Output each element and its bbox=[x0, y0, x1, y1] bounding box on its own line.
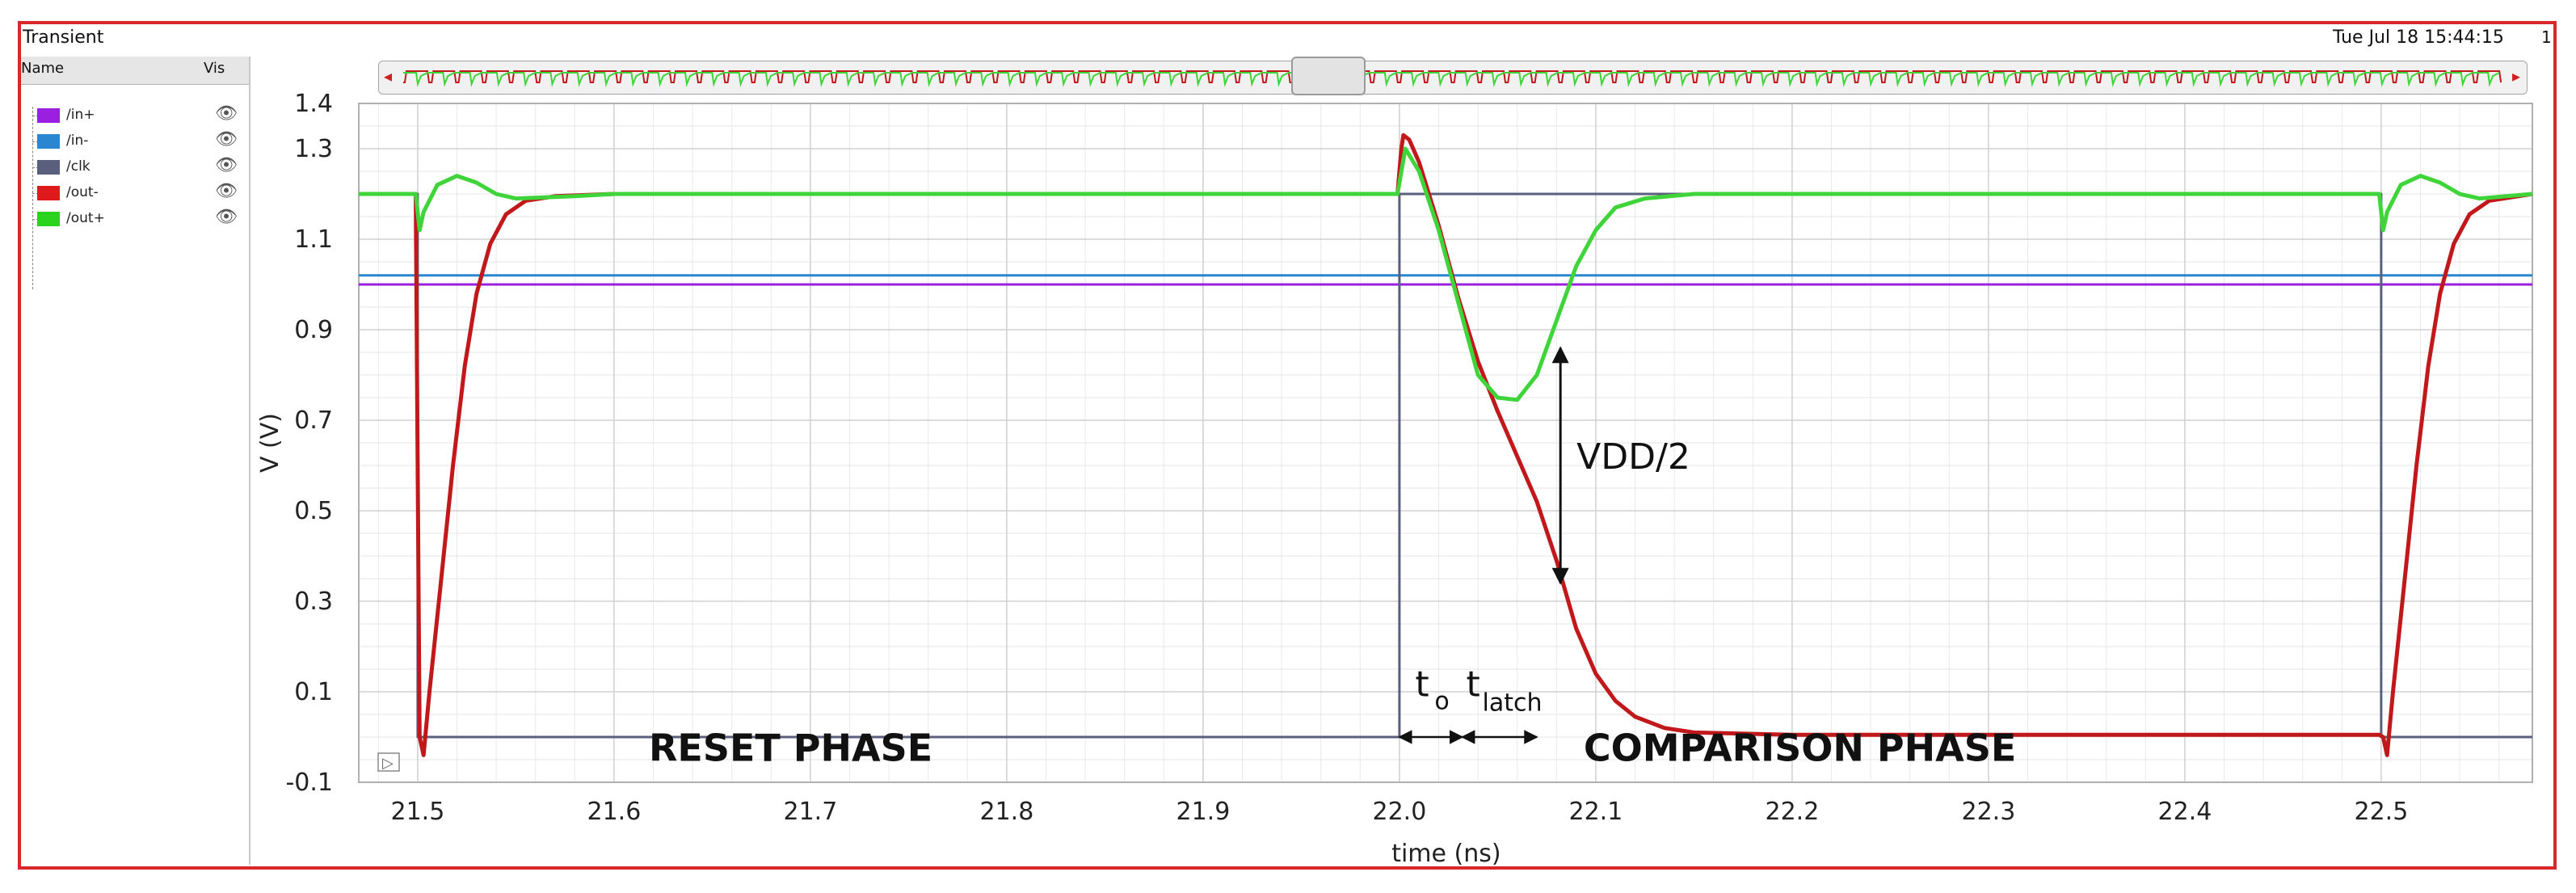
x-axis-label: time (ns) bbox=[1391, 840, 1501, 868]
y-tick-label: 0.3 bbox=[294, 588, 333, 616]
visibility-eye-icon[interactable]: 👁 bbox=[215, 129, 238, 150]
x-tick-label: 22.2 bbox=[1765, 798, 1819, 826]
y-tick-label: 1.4 bbox=[294, 90, 333, 118]
visibility-eye-icon[interactable]: 👁 bbox=[215, 103, 238, 124]
legend-item-label: /in+ bbox=[66, 107, 95, 123]
waveform-window-frame bbox=[18, 21, 2557, 870]
legend-header: Name Vis bbox=[21, 57, 249, 85]
y-tick-label: 0.5 bbox=[294, 497, 333, 525]
play-button[interactable] bbox=[377, 752, 400, 772]
plot-grid bbox=[359, 103, 2532, 783]
window-number: 1 bbox=[2541, 27, 2552, 47]
x-tick-label: 22.3 bbox=[1961, 798, 2015, 826]
y-tick-label: 0.1 bbox=[294, 678, 333, 706]
y-tick-label: 1.1 bbox=[294, 225, 333, 254]
legend-item-clk[interactable]: /clk 👁 bbox=[21, 155, 249, 181]
navigator-scroll-handle[interactable] bbox=[1291, 57, 1366, 95]
color-swatch bbox=[37, 212, 60, 226]
legend-item-label: /clk bbox=[66, 158, 90, 175]
tlatch-label: t bbox=[1467, 664, 1480, 706]
navigator-right-arrow-icon[interactable]: ▸ bbox=[2511, 66, 2520, 86]
navigator-out-plus-trace bbox=[403, 72, 2500, 87]
vdd-half-label: VDD/2 bbox=[1576, 436, 1690, 478]
legend-item-in-minus[interactable]: /in- 👁 bbox=[21, 129, 249, 155]
reset-phase-label: RESET PHASE bbox=[649, 727, 932, 770]
legend-item-label: /in- bbox=[66, 133, 89, 149]
window-title: Transient bbox=[23, 27, 104, 48]
legend-item-in-plus[interactable]: /in+ 👁 bbox=[21, 103, 249, 129]
overview-navigator[interactable]: ◂ ▸ bbox=[378, 61, 2528, 95]
x-tick-label: 21.6 bbox=[587, 798, 642, 826]
series-out-plus bbox=[359, 146, 2533, 402]
y-axis-label: V (V) bbox=[256, 413, 284, 473]
color-swatch bbox=[37, 186, 60, 200]
color-swatch bbox=[37, 108, 60, 123]
visibility-eye-icon[interactable]: 👁 bbox=[215, 155, 238, 175]
y-tick-label: 1.3 bbox=[294, 135, 333, 163]
tlatch-subscript: latch bbox=[1483, 689, 1543, 718]
t0-subscript: o bbox=[1434, 688, 1449, 716]
legend-item-out-minus[interactable]: /out- 👁 bbox=[21, 181, 249, 207]
plot-border bbox=[358, 103, 2533, 783]
play-icon[interactable]: ▷ bbox=[382, 755, 394, 772]
y-tick-label: 0.7 bbox=[294, 406, 333, 435]
color-swatch bbox=[37, 134, 60, 149]
signal-legend-panel: Name Vis /in+ 👁 /in- 👁 /clk 👁 /out- 👁 /o… bbox=[21, 57, 250, 865]
x-tick-label: 21.9 bbox=[1176, 798, 1230, 826]
x-tick-label: 21.7 bbox=[783, 798, 837, 826]
y-axis-ticks: 1.4 1.3 1.1 0.9 0.7 0.5 0.3 0.1 -0.1 bbox=[285, 90, 333, 797]
legend-item-label: /out+ bbox=[66, 210, 105, 226]
legend-header-name[interactable]: Name bbox=[21, 60, 65, 77]
visibility-eye-icon[interactable]: 👁 bbox=[215, 181, 238, 201]
visibility-eye-icon[interactable]: 👁 bbox=[215, 207, 238, 227]
navigator-left-arrow-icon[interactable]: ◂ bbox=[384, 66, 393, 86]
window-date: Tue Jul 18 15:44:15 bbox=[2333, 27, 2504, 48]
legend-tree-line bbox=[32, 107, 33, 289]
color-swatch bbox=[37, 160, 60, 175]
x-tick-label: 22.1 bbox=[1568, 798, 1623, 826]
legend-header-vis[interactable]: Vis bbox=[204, 60, 225, 77]
legend-item-out-plus[interactable]: /out+ 👁 bbox=[21, 207, 249, 233]
x-tick-label: 22.4 bbox=[2157, 798, 2212, 826]
x-tick-label: 22.5 bbox=[2354, 798, 2408, 826]
y-tick-label: -0.1 bbox=[285, 769, 333, 797]
t0-label: t bbox=[1415, 664, 1429, 706]
navigator-out-minus-trace bbox=[403, 70, 2502, 83]
comparison-phase-label: COMPARISON PHASE bbox=[1584, 727, 2016, 770]
series-out-minus bbox=[359, 133, 2533, 757]
navigator-preview-waveform bbox=[403, 70, 2502, 87]
x-tick-label: 22.0 bbox=[1372, 798, 1426, 826]
x-axis-ticks: 21.5 21.6 21.7 21.8 21.9 22.0 22.1 22.2 22.3 22.4… bbox=[391, 798, 2409, 826]
x-tick-label: 21.8 bbox=[979, 798, 1033, 826]
x-tick-label: 21.5 bbox=[391, 798, 445, 826]
waveform-series bbox=[359, 133, 2533, 757]
legend-item-label: /out- bbox=[66, 184, 99, 200]
y-tick-label: 0.9 bbox=[294, 316, 333, 344]
